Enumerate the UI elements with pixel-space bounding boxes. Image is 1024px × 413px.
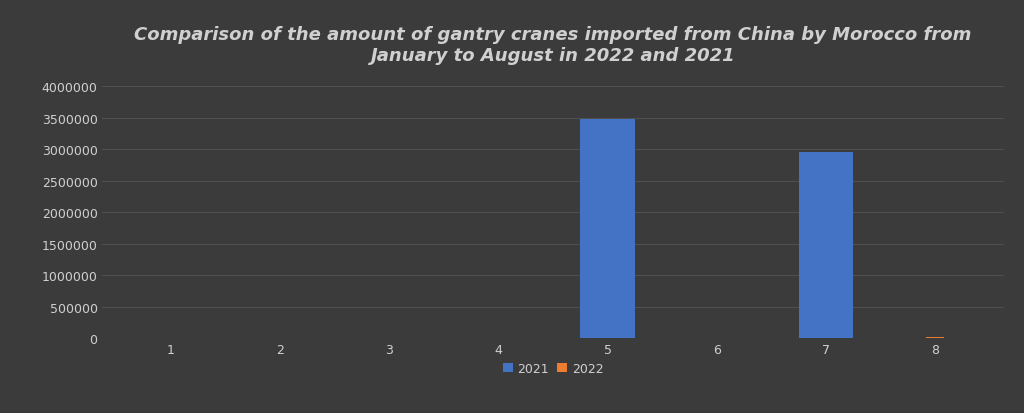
Bar bbox=[799, 153, 853, 339]
Bar bbox=[926, 337, 944, 339]
Bar bbox=[581, 120, 635, 339]
Title: Comparison of the amount of gantry cranes imported from China by Morocco from
Ja: Comparison of the amount of gantry crane… bbox=[134, 26, 972, 64]
Legend: 2021, 2022: 2021, 2022 bbox=[498, 357, 608, 380]
